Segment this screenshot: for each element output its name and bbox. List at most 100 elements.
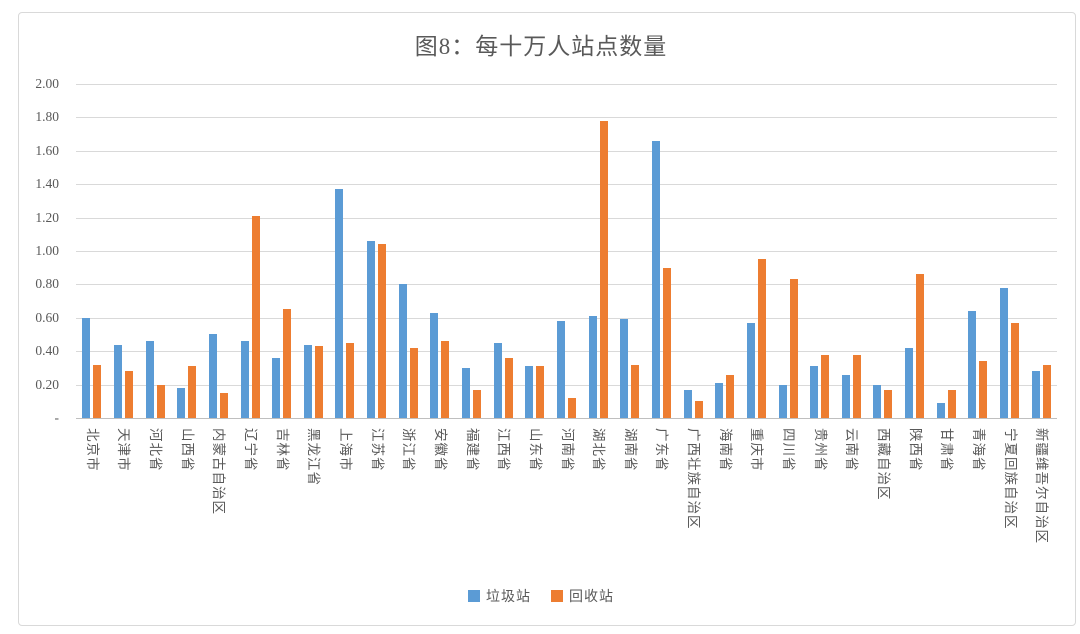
x-axis-category-label: 西藏自治区 [875, 428, 891, 501]
bar-recycle [947, 390, 956, 418]
x-axis-category-label: 甘肃省 [939, 428, 955, 472]
x-axis-category-label: 安徽省 [432, 428, 448, 472]
x-axis-category-label: 广东省 [654, 428, 670, 472]
chart-title: 图8：每十万人站点数量 [414, 34, 668, 59]
bar-recycle [93, 365, 102, 418]
y-axis-tick-label: 0.40 [35, 343, 59, 359]
x-axis-category-label: 河南省 [559, 428, 575, 472]
bar-recycle [124, 371, 133, 418]
y-axis-tick-label: 0.20 [35, 376, 59, 392]
x-axis-category-label: 青海省 [970, 428, 986, 472]
x-axis-category-label: 内蒙古自治区 [211, 428, 227, 515]
x-axis-category-label: 天津市 [116, 428, 132, 472]
x-axis-category-label: 海南省 [717, 428, 733, 472]
gridline [76, 117, 1057, 119]
bar-garbage [240, 341, 249, 418]
x-axis-category-label: 湖南省 [622, 428, 638, 472]
chart-card: 图8：每十万人站点数量 垃圾站 回收站 2.00 1.80 1.60 1.40 1.20… [18, 12, 1076, 626]
gridline [76, 351, 1057, 353]
y-axis-tick-label: 1.80 [35, 109, 59, 125]
x-axis-category-label: 重庆市 [749, 428, 765, 472]
bar-garbage [177, 388, 186, 418]
bar-recycle [757, 259, 766, 418]
legend-swatch-blue-icon [468, 590, 480, 602]
bar-garbage [905, 348, 914, 418]
x-axis-category-label: 云南省 [844, 428, 860, 472]
bar-garbage [145, 341, 154, 418]
y-axis-tick-label: 1.20 [35, 209, 59, 225]
bar-garbage [303, 345, 312, 418]
bar-recycle [251, 216, 260, 418]
bar-garbage [525, 366, 534, 418]
legend-label: 垃圾站 [486, 590, 531, 605]
legend-label: 回收站 [569, 590, 614, 605]
bar-recycle [884, 390, 893, 418]
gridline [76, 317, 1057, 319]
gridline [76, 150, 1057, 152]
bar-recycle [283, 309, 292, 418]
bar-recycle [662, 268, 671, 418]
bar-garbage [557, 321, 565, 418]
bar-garbage [620, 319, 629, 418]
x-axis-category-label: 江苏省 [369, 428, 385, 472]
x-axis-line [76, 418, 1057, 419]
x-axis-category-label: 宁夏回族自治区 [1002, 428, 1018, 530]
bar-recycle [378, 244, 387, 418]
bar-recycle [1042, 365, 1051, 418]
bar-garbage [968, 311, 977, 418]
bar-recycle [916, 274, 925, 418]
x-axis-category-label: 湖北省 [591, 428, 607, 472]
x-axis-category-label: 新疆维吾尔自治区 [1034, 428, 1050, 544]
legend-item-recycle-station: 回收站 [551, 586, 614, 606]
bar-recycle [852, 355, 861, 418]
x-axis-category-label: 贵州省 [812, 428, 828, 472]
y-axis-tick-label: 1.40 [35, 176, 59, 192]
gridline [76, 251, 1057, 252]
y-axis-tick-label: 2.00 [35, 76, 59, 91]
y-axis-tick-label: 0.60 [35, 309, 59, 325]
bar-garbage [208, 334, 217, 418]
bar-recycle [694, 401, 703, 418]
y-axis-tick-label: 1.60 [35, 142, 59, 158]
bar-garbage [588, 316, 597, 418]
bar-garbage [936, 403, 945, 418]
bar-garbage [1000, 288, 1009, 418]
bar-recycle [821, 355, 830, 418]
x-axis-category-label: 广西壮族自治区 [686, 428, 702, 530]
gridline [76, 284, 1057, 286]
x-axis-category-label: 辽宁省 [243, 428, 259, 472]
x-axis-category-label: 北京市 [84, 428, 100, 472]
x-axis-category-label: 山东省 [527, 428, 543, 472]
gridline [76, 217, 1057, 219]
bar-garbage [462, 368, 471, 418]
bar-garbage [841, 375, 850, 418]
bar-recycle [631, 365, 640, 418]
x-axis-category-label: 江西省 [496, 428, 512, 472]
bar-recycle [536, 366, 545, 418]
bar-recycle [789, 279, 798, 418]
y-axis-tick-label: 1.00 [35, 243, 59, 258]
bar-recycle [1011, 323, 1020, 418]
bar-recycle [504, 358, 513, 418]
bar-recycle [726, 375, 735, 418]
bar-recycle [219, 393, 228, 418]
bar-recycle [599, 121, 608, 418]
x-axis-category-label: 河北省 [148, 428, 164, 472]
y-axis-tick-label: - [54, 410, 60, 425]
bar-recycle [568, 398, 576, 418]
bar-recycle [979, 361, 988, 418]
bar-garbage [810, 366, 819, 418]
bar-recycle [156, 385, 165, 418]
bar-recycle [441, 341, 450, 418]
bar-garbage [113, 345, 122, 418]
bar-garbage [82, 318, 91, 418]
bar-garbage [1031, 371, 1040, 418]
bar-garbage [493, 343, 502, 418]
bar-garbage [367, 241, 376, 418]
bar-recycle [409, 348, 418, 418]
x-axis-category-label: 福建省 [464, 428, 480, 472]
bar-garbage [398, 284, 407, 418]
bar-garbage [430, 313, 439, 418]
bar-recycle [346, 343, 355, 418]
